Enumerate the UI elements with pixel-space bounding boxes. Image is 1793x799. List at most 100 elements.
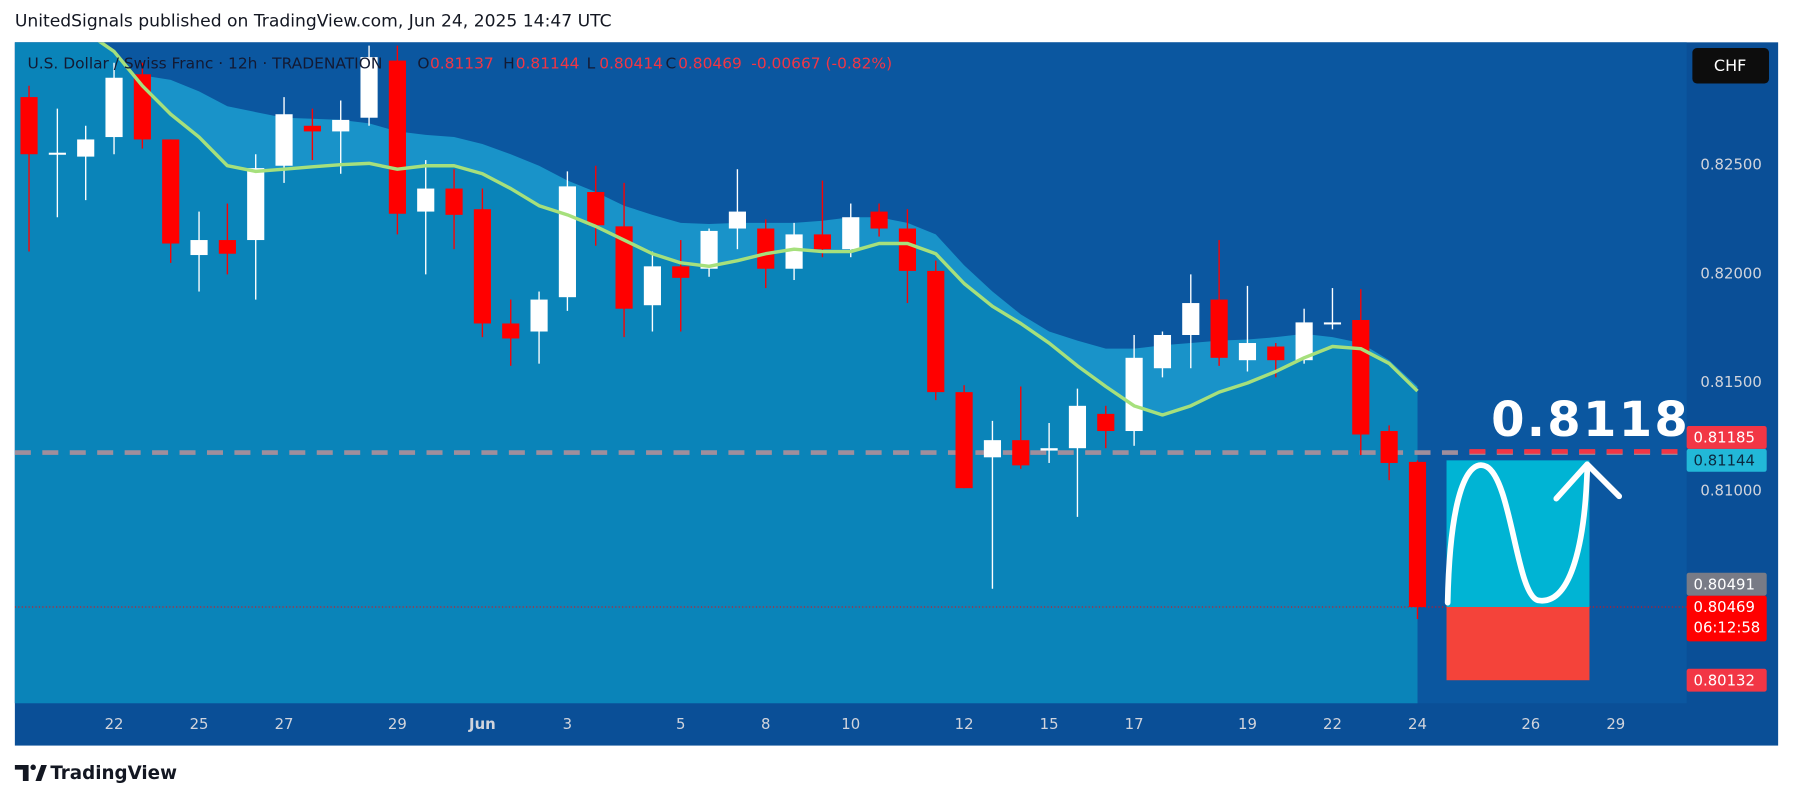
price-label-box [1686,668,1767,692]
arrow-drawing [1444,462,1591,606]
brand-name: TradingView [50,763,177,784]
candle-body [785,234,803,269]
x-tick-label: 3 [563,715,572,733]
candle-body [1295,322,1313,361]
candle-body [1012,440,1030,466]
candle-body [672,266,690,278]
x-tick-label: 12 [955,715,974,733]
candle-body [870,211,888,229]
candle-body [1153,334,1172,369]
candle-body [1068,405,1087,449]
x-tick-label: 22 [105,715,124,733]
candle-body [1238,343,1257,361]
candle-body [473,209,491,324]
candle-body [927,270,945,393]
y-tick-label: 0.82500 [1700,156,1761,174]
candle-body [1097,413,1115,432]
candle-body [1323,322,1342,325]
ohlc-key: H [503,55,515,73]
ohlc-key: C [666,55,677,73]
currency-button[interactable] [1692,48,1769,84]
ohlc-key: O [417,55,429,73]
candle-body [757,228,775,269]
candle-body [1210,299,1228,358]
price-label: 0.80469 [1694,598,1755,616]
plot-area [14,42,1687,704]
price-label-box [1686,448,1767,472]
ohlc-key: L [587,55,596,73]
candle-body [1352,320,1370,435]
candle-body [360,57,378,118]
candle-body [643,266,661,306]
candle-body [898,228,917,271]
candle-body [955,392,973,489]
currency-label[interactable]: CHF [1714,56,1746,75]
y-tick-label: 0.81500 [1700,373,1761,391]
candle-body [190,240,208,256]
x-tick-label: 5 [676,715,685,733]
candle-body [728,211,746,229]
candle-body [275,114,293,166]
candle-body [502,323,520,339]
candle-body [417,188,435,212]
price-label: 0.80491 [1694,575,1755,593]
x-tick-label: 29 [1606,715,1625,733]
x-tick-label: 25 [190,715,209,733]
candle-body [1380,431,1398,463]
candle-body [530,299,548,332]
ohlc-value: 0.80414 [599,55,663,73]
candle-body [48,152,66,155]
candle-body [105,77,123,138]
candle-body [332,119,350,132]
y-tick-label: 0.82000 [1700,264,1761,282]
ma-area [14,42,1418,704]
publisher-line: UnitedSignals published on TradingView.c… [15,12,612,32]
change-value: -0.00667 (-0.82%) [751,55,892,73]
symbol-title: U.S. Dollar / Swiss Franc · 12h · TRADEN… [27,55,382,73]
arrow-head [1553,461,1623,502]
candle-body [700,230,718,269]
x-tick-label: 24 [1408,715,1427,733]
x-tick-label: 27 [275,715,294,733]
x-tick-label: 29 [388,715,407,733]
price-label: 0.81144 [1694,452,1755,470]
candle-body [813,234,832,250]
x-tick-label: 17 [1125,715,1144,733]
x-tick-label: 26 [1521,715,1540,733]
candle-body [1182,303,1200,335]
y-tick-label: 0.81000 [1700,482,1761,500]
candle-body [218,240,236,254]
candle-body [983,440,1002,458]
price-label-box [1686,426,1767,449]
candle-body [445,188,463,215]
x-tick-label: 10 [841,715,860,733]
price-label-box [1686,595,1767,642]
candle-body [587,192,605,226]
candle-body [162,139,180,244]
price-label: 0.81185 [1694,429,1755,447]
x-tick-label: 19 [1238,715,1257,733]
x-tick-label: 22 [1323,715,1342,733]
candle-body [20,97,38,155]
candle-body [558,186,576,298]
ohlc-value: 0.80469 [678,55,742,73]
candle-body [388,60,406,214]
candle-body [247,168,265,241]
stop-zone [1446,607,1590,681]
ma-line [97,42,1419,417]
x-tick-label: Jun [468,715,496,733]
brand-logo [14,764,47,782]
ohlc-value: 0.81137 [430,55,494,73]
candle-body [615,226,633,309]
price-label: 0.80132 [1694,671,1755,689]
candle-body [303,125,321,132]
ohlc-value: 0.81144 [516,55,580,73]
candle-body [1040,448,1058,451]
x-tick-label: 15 [1040,715,1059,733]
candle-body [1408,461,1427,608]
candle-body [1267,346,1285,361]
candle-body [1125,357,1143,432]
level-annotation: 0.8118 [1491,392,1690,448]
